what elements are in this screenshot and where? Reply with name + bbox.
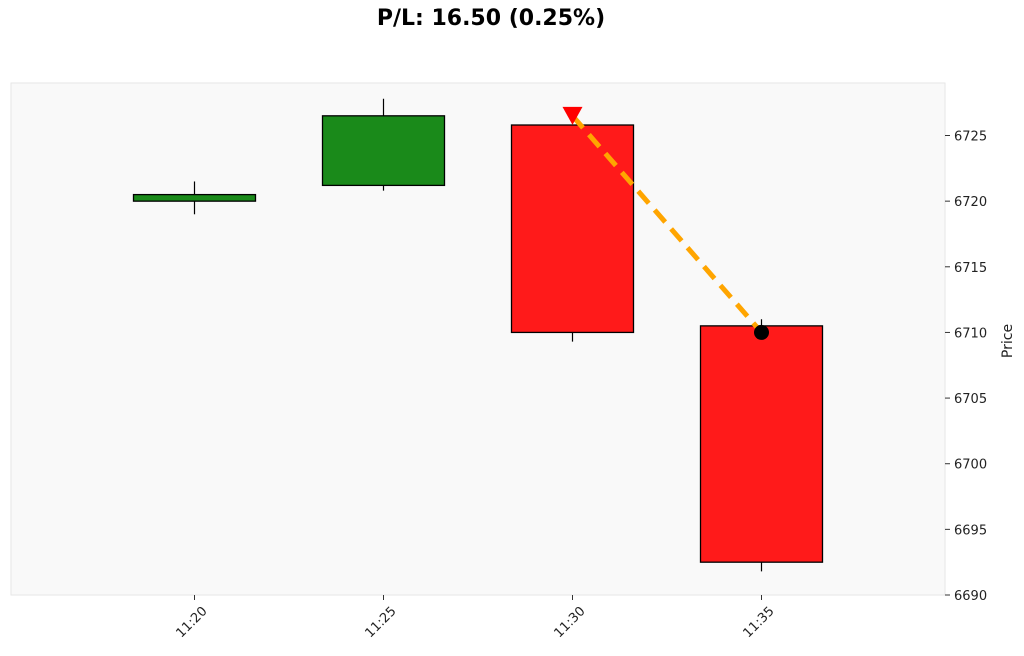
trade-line [570,114,764,335]
chart-title: P/L: 16.50 (0.25%) [376,6,606,31]
y-axis-label: Price [1000,324,1016,358]
y-axis: 6690 6695 6700 6705 6710 6715 6720 6725 [945,130,987,604]
candles-group [132,98,824,572]
y-tick-label: 6705 [954,392,987,407]
y-tick-label: 6720 [954,195,987,210]
entry-marker [562,106,583,125]
y-tick-label: 6690 [954,589,987,604]
y-tick-label: 6725 [954,130,987,145]
y-tick-label: 6700 [954,458,987,473]
x-tick-label: 11:35 [740,604,777,641]
y-tick-label: 6710 [954,326,987,341]
y-tick-label: 6715 [954,261,987,276]
candle-body [699,325,824,563]
exit-marker [754,324,769,340]
candle-body [132,193,257,202]
x-tick-label: 11:20 [173,604,210,641]
y-tick-label: 6695 [954,523,987,538]
candle-body [510,124,635,334]
trade-overlay [562,106,769,340]
x-tick-label: 11:30 [551,604,588,641]
x-tick-label: 11:25 [362,604,399,641]
candle-body [321,115,446,187]
x-axis: 11:20 11:25 11:30 11:35 [173,595,778,641]
